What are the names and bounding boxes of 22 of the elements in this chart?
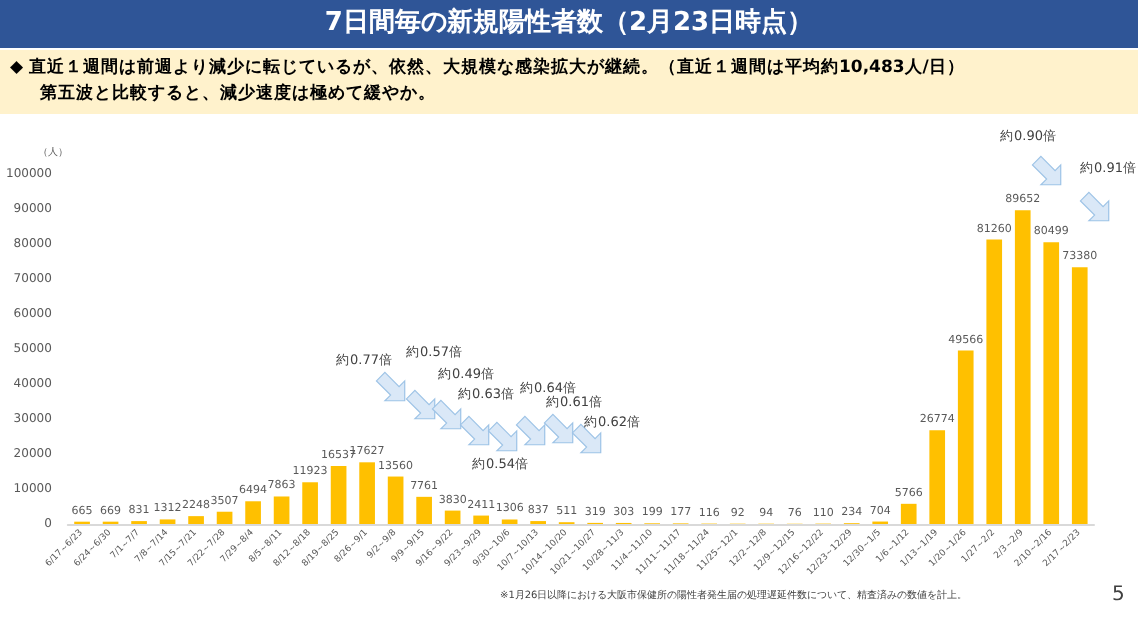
bar	[473, 515, 489, 524]
bar	[929, 430, 946, 524]
bar	[359, 462, 375, 524]
bar	[188, 516, 204, 524]
bar	[900, 503, 917, 524]
chart-title: 7日間毎の新規陽性者数（2月23日時点）	[0, 0, 1138, 48]
bar	[957, 350, 974, 524]
bar	[1071, 267, 1088, 524]
bar	[1014, 210, 1031, 524]
bar	[216, 511, 233, 524]
bar	[387, 476, 404, 524]
text: 第五波と比較すると、減少速度は極めて緩やか。	[40, 82, 436, 108]
bar	[245, 501, 261, 524]
bar	[273, 496, 290, 524]
bar	[416, 496, 432, 524]
bar	[986, 239, 1003, 524]
chart-subtitle: ◆ 直近１週間は前週より減少に転じているが、依然、大規模な感染拡大が継続。（直近１週間は平均約10,483人/日）	[10, 56, 965, 82]
text: 5	[1112, 584, 1125, 606]
bar	[302, 482, 318, 524]
bar	[330, 466, 347, 524]
bar	[444, 510, 461, 524]
bar	[1043, 242, 1060, 524]
